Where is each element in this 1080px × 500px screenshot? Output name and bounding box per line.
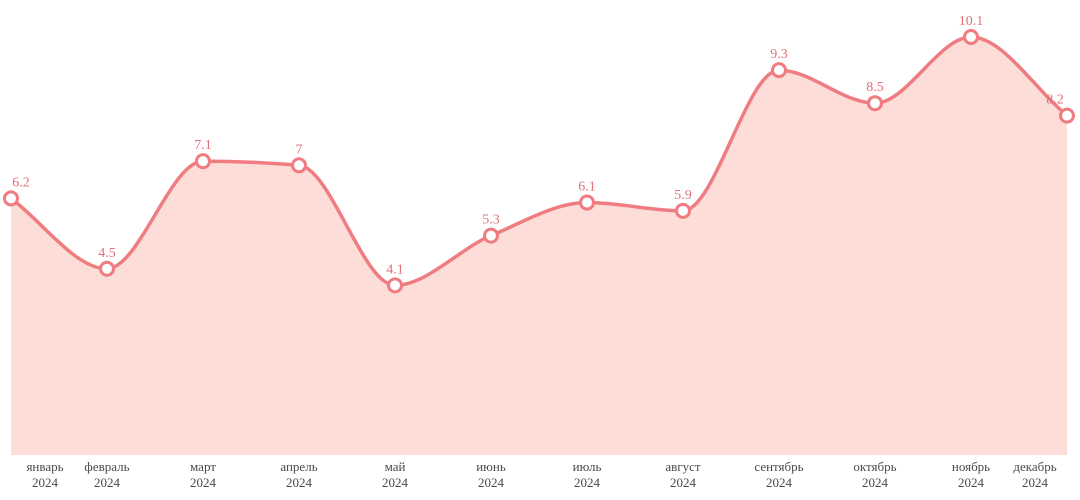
x-tick-label-month: март	[190, 459, 216, 474]
x-tick-label-month: июль	[573, 459, 602, 474]
x-tick-label-year: 2024	[574, 475, 601, 490]
x-tick-label-month: май	[385, 459, 406, 474]
data-point-marker	[963, 29, 979, 45]
data-point-marker	[771, 62, 787, 79]
series-line	[9, 35, 1069, 288]
x-tick-label-year: 2024	[1022, 475, 1049, 490]
x-tick-label-month: сентябрь	[754, 459, 803, 474]
x-tick-label-month: январь	[26, 459, 63, 474]
data-label: 10.1	[959, 14, 984, 29]
x-tick-label-year: 2024	[190, 475, 217, 490]
data-labels: 6.2 4.5 7.1 7 4.1 5.3 6.1 5.9 9.3 8.5 10.1 8.2	[12, 14, 1064, 277]
x-tick-label-year: 2024	[766, 475, 793, 490]
data-label: 6.1	[578, 180, 596, 195]
x-tick-label-month: декабрь	[1013, 459, 1056, 474]
x-axis-tick-labels: январь2024февраль2024март2024апрель2024м…	[26, 459, 1056, 490]
data-label: 4.5	[98, 246, 116, 261]
data-label: 8.5	[866, 80, 884, 95]
data-point-marker	[99, 260, 115, 277]
x-tick-label-month: август	[665, 459, 701, 474]
x-tick-label-year: 2024	[286, 475, 313, 490]
data-label: 5.9	[674, 188, 692, 203]
x-tick-label-year: 2024	[862, 475, 889, 490]
x-tick-label-year: 2024	[958, 475, 985, 490]
x-tick-label-month: октябрь	[853, 459, 896, 474]
data-point-marker	[1059, 107, 1075, 124]
data-point-marker	[867, 95, 883, 112]
series-area-fill	[11, 37, 1067, 455]
x-tick-label-year: 2024	[382, 475, 409, 490]
data-point-marker	[675, 202, 691, 219]
data-point-marker	[291, 157, 307, 174]
data-label: 8.2	[1046, 93, 1064, 108]
data-point-marker	[387, 277, 403, 294]
data-label: 7	[296, 142, 303, 157]
x-tick-label-month: апрель	[280, 459, 317, 474]
x-tick-label-month: февраль	[84, 459, 129, 474]
data-point-marker	[579, 194, 595, 211]
x-tick-label-year: 2024	[32, 475, 59, 490]
x-tick-label-year: 2024	[94, 475, 121, 490]
data-label: 5.3	[482, 213, 500, 228]
data-point-marker	[3, 190, 19, 207]
x-tick-label-year: 2024	[670, 475, 697, 490]
data-point-marker	[483, 227, 499, 244]
data-label: 9.3	[770, 47, 788, 62]
x-tick-label-month: июнь	[476, 459, 506, 474]
data-label: 7.1	[194, 138, 212, 153]
x-tick-label-year: 2024	[478, 475, 505, 490]
data-label: 4.1	[386, 262, 404, 277]
data-label: 6.2	[12, 175, 30, 190]
x-tick-label-month: ноябрь	[952, 459, 990, 474]
data-point-markers	[3, 29, 1075, 294]
data-point-marker	[195, 153, 211, 170]
